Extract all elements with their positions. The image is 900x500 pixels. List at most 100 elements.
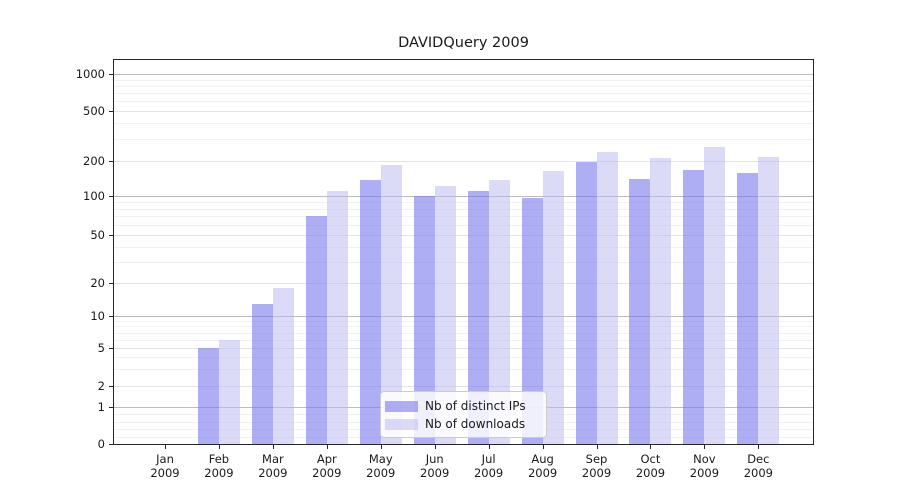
bar-downloads-jun (434, 185, 456, 444)
plot-area: Nb of distinct IPs Nb of downloads (113, 59, 814, 445)
y-tick-mark (109, 348, 114, 350)
x-tick-label-may: May 2009 (366, 452, 396, 480)
y-tick-mark (109, 444, 114, 445)
x-tick-mark (704, 445, 706, 449)
gridline-minor (114, 326, 813, 328)
gridline-minor (114, 101, 813, 103)
gridline-minor (114, 138, 813, 140)
y-tick-label: 200 (83, 153, 105, 168)
bar-downloads-sep (596, 152, 618, 444)
bar-distinct-ips-nov (683, 170, 705, 444)
x-tick-mark (165, 445, 166, 449)
bar-downloads-nov (704, 147, 726, 444)
x-tick-label-jun: Jun 2009 (420, 452, 450, 480)
gridline-minor (114, 208, 813, 210)
y-tick-label: 5 (97, 341, 105, 356)
y-tick-mark (109, 160, 114, 162)
gridline-minor (114, 224, 813, 226)
bar-distinct-ips-aug (521, 197, 543, 444)
y-tick-label: 0 (97, 437, 105, 451)
gridline (114, 283, 813, 285)
y-tick-label: 20 (90, 276, 105, 291)
legend: Nb of distinct IPs Nb of downloads (380, 391, 547, 438)
gridline-minor (114, 85, 813, 87)
gridline (114, 348, 813, 350)
gridline-minor (114, 201, 813, 203)
bar-distinct-ips-sep (575, 161, 597, 444)
x-tick-label-nov: Nov 2009 (689, 452, 720, 480)
y-tick-label: 100 (83, 189, 105, 203)
bar-distinct-ips-jul (467, 190, 489, 444)
x-tick-label-aug: Aug 2009 (527, 452, 558, 480)
bar-distinct-ips-mar (251, 303, 273, 444)
x-tick-label-feb: Feb 2009 (204, 452, 234, 480)
gridline-minor (114, 320, 813, 322)
bar-downloads-jul (488, 179, 510, 444)
bar-distinct-ips-may (359, 179, 381, 444)
y-tick-label: 500 (83, 104, 105, 118)
x-tick-mark (596, 445, 598, 449)
bar-distinct-ips-feb (197, 348, 219, 444)
gridline-minor (114, 123, 813, 125)
x-tick-mark (542, 445, 544, 449)
gridline-minor (114, 332, 813, 334)
gridline-minor (114, 93, 813, 95)
y-tick-mark (109, 283, 114, 285)
x-tick-label-oct: Oct 2009 (635, 452, 666, 480)
y-tick-mark (109, 235, 114, 237)
gridline-minor (114, 246, 813, 248)
bar-distinct-ips-dec (737, 173, 759, 444)
x-tick-mark (218, 445, 220, 449)
gridline (114, 196, 813, 197)
gridline-minor (114, 369, 813, 371)
y-tick-label: 10 (90, 309, 105, 323)
x-tick-mark (326, 445, 328, 449)
gridline-minor (114, 262, 813, 264)
y-tick-label: 1000 (75, 67, 105, 81)
x-tick-mark (488, 445, 490, 449)
bar-distinct-ips-oct (629, 178, 651, 444)
bar-downloads-may (380, 164, 402, 444)
gridline (114, 316, 813, 317)
gridline (114, 160, 813, 162)
gridline (114, 235, 813, 237)
y-tick-label: 1 (97, 399, 105, 414)
legend-label-downloads: Nb of downloads (425, 417, 526, 431)
gridline-minor (114, 79, 813, 81)
legend-swatch-distinct-ips (385, 400, 418, 412)
gridline-minor (114, 216, 813, 218)
y-tick-mark (109, 111, 114, 112)
x-tick-mark (650, 445, 652, 449)
x-tick-mark (758, 445, 760, 449)
bar-downloads-mar (272, 288, 294, 444)
gridline-minor (114, 339, 813, 341)
gridline (114, 74, 813, 75)
x-tick-mark (380, 445, 382, 449)
gridline (114, 385, 813, 387)
legend-swatch-downloads (385, 418, 418, 430)
x-tick-mark (434, 445, 436, 449)
legend-label-distinct-ips: Nb of distinct IPs (425, 399, 526, 413)
gridline-minor (114, 357, 813, 359)
y-tick-label: 50 (90, 228, 105, 243)
x-tick-mark (272, 445, 274, 449)
bar-downloads-dec (758, 157, 780, 444)
chart-title: DAVIDQuery 2009 (398, 35, 529, 51)
bar-distinct-ips-jun (413, 196, 435, 444)
x-tick-label-dec: Dec 2009 (743, 452, 773, 480)
x-tick-label-apr: Apr 2009 (312, 452, 342, 480)
bar-downloads-feb (218, 339, 240, 444)
x-tick-label-jan: Jan 2009 (150, 452, 180, 480)
y-tick-mark (109, 74, 114, 75)
x-tick-label-mar: Mar 2009 (258, 452, 288, 480)
x-tick-label-jul: Jul 2009 (473, 452, 504, 480)
y-tick-mark (109, 316, 114, 317)
bar-distinct-ips-apr (305, 216, 327, 444)
y-tick-label: 2 (97, 378, 105, 393)
bar-downloads-aug (542, 170, 564, 444)
bar-downloads-oct (650, 157, 672, 444)
bar-downloads-apr (326, 191, 348, 444)
gridline (114, 111, 813, 112)
legend-entry-distinct-ips: Nb of distinct IPs (385, 397, 538, 415)
